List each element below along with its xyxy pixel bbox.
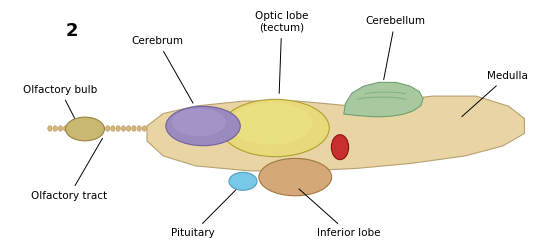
Ellipse shape <box>106 126 110 131</box>
Ellipse shape <box>66 117 105 141</box>
Polygon shape <box>147 96 525 171</box>
Ellipse shape <box>147 126 152 131</box>
Ellipse shape <box>74 126 79 131</box>
Ellipse shape <box>229 172 257 190</box>
Ellipse shape <box>116 126 120 131</box>
Ellipse shape <box>53 126 57 131</box>
Ellipse shape <box>166 106 240 146</box>
Ellipse shape <box>48 126 52 131</box>
Ellipse shape <box>172 108 225 136</box>
Ellipse shape <box>121 126 126 131</box>
Ellipse shape <box>132 126 136 131</box>
Ellipse shape <box>111 126 115 131</box>
Ellipse shape <box>69 126 73 131</box>
Ellipse shape <box>85 126 89 131</box>
Text: 2: 2 <box>65 22 78 40</box>
Text: Medulla: Medulla <box>462 71 527 117</box>
Ellipse shape <box>58 126 62 131</box>
Text: Pituitary: Pituitary <box>171 189 237 238</box>
Ellipse shape <box>331 135 349 160</box>
Text: Cerebrum: Cerebrum <box>132 36 193 103</box>
Text: Olfactory bulb: Olfactory bulb <box>23 85 97 118</box>
Polygon shape <box>344 82 423 117</box>
Ellipse shape <box>259 159 332 196</box>
Ellipse shape <box>229 102 313 145</box>
Ellipse shape <box>126 126 131 131</box>
Ellipse shape <box>90 126 94 131</box>
Ellipse shape <box>137 126 141 131</box>
Text: Cerebellum: Cerebellum <box>365 16 425 80</box>
Ellipse shape <box>100 126 105 131</box>
Ellipse shape <box>95 126 99 131</box>
Ellipse shape <box>221 99 329 157</box>
Text: Olfactory tract: Olfactory tract <box>31 138 107 201</box>
Text: Optic lobe
(tectum): Optic lobe (tectum) <box>255 11 308 93</box>
Ellipse shape <box>63 126 68 131</box>
Ellipse shape <box>142 126 146 131</box>
Ellipse shape <box>79 126 83 131</box>
Text: Inferior lobe: Inferior lobe <box>299 189 380 238</box>
